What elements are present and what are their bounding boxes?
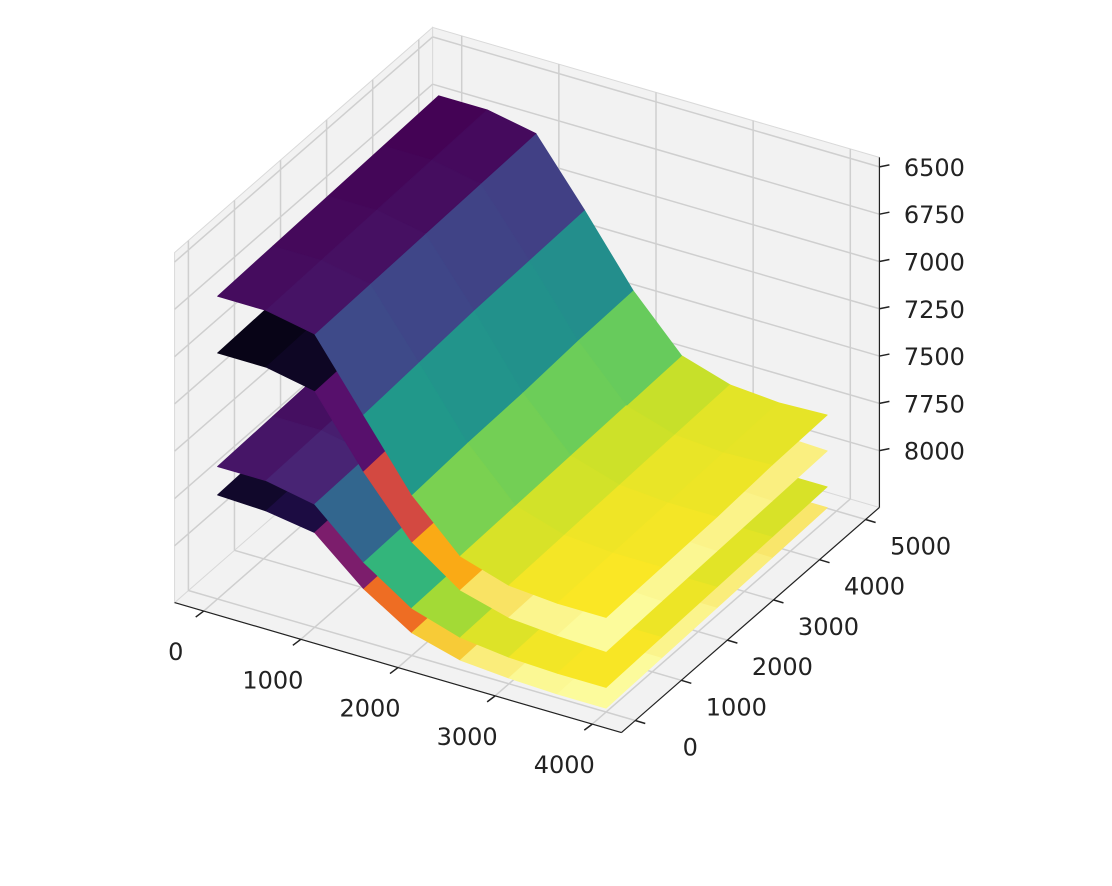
- tick-mark: [879, 164, 890, 168]
- grid-line: [174, 36, 434, 263]
- tick-mark: [865, 518, 876, 524]
- tick-mark: [773, 599, 784, 604]
- tick-mark: [635, 719, 646, 725]
- surface-patch: [557, 552, 662, 618]
- y-tick-label: 0: [683, 734, 698, 762]
- tick-mark: [879, 353, 890, 357]
- y-tick-label: 5000: [890, 532, 951, 560]
- tick-mark: [681, 679, 692, 685]
- tick-mark: [583, 723, 593, 731]
- z-tick-label: 7250: [904, 296, 965, 324]
- tick-mark: [879, 211, 890, 215]
- z-tick-label: 6500: [904, 154, 965, 182]
- tick-mark: [389, 666, 399, 675]
- z-tick-label: 6750: [904, 201, 965, 229]
- grid-line: [174, 83, 434, 310]
- surface-patch: [265, 259, 371, 335]
- z-tick-label: 7750: [904, 390, 965, 418]
- x-tick-label: 3000: [437, 723, 498, 751]
- x-tick-label: 2000: [339, 695, 400, 723]
- axis-line: [174, 602, 622, 734]
- x-tick-label: 0: [168, 638, 183, 666]
- z-tick-label: 7000: [904, 248, 965, 276]
- grid-line: [188, 589, 636, 722]
- grid-line: [432, 83, 880, 215]
- tick-mark: [819, 558, 830, 564]
- y-tick-label: 1000: [706, 693, 767, 721]
- tick-mark: [727, 639, 738, 644]
- tick-mark: [879, 400, 890, 405]
- y-tick-label: 3000: [798, 613, 859, 641]
- z-tick-label: 8000: [904, 438, 965, 466]
- y-tick-label: 2000: [752, 653, 813, 681]
- x-tick-label: 4000: [534, 751, 595, 779]
- axis-line: [621, 506, 880, 734]
- tick-mark: [486, 695, 496, 703]
- tick-mark: [195, 610, 205, 618]
- grid-line: [591, 498, 851, 725]
- x-tick-label: 1000: [242, 666, 303, 694]
- z-tick-label: 7500: [904, 343, 965, 371]
- tick-mark: [879, 306, 890, 310]
- tick-mark: [292, 638, 302, 646]
- grid-line: [432, 36, 880, 168]
- tick-mark: [879, 447, 890, 452]
- tick-mark: [879, 258, 890, 263]
- y-tick-label: 4000: [844, 573, 905, 601]
